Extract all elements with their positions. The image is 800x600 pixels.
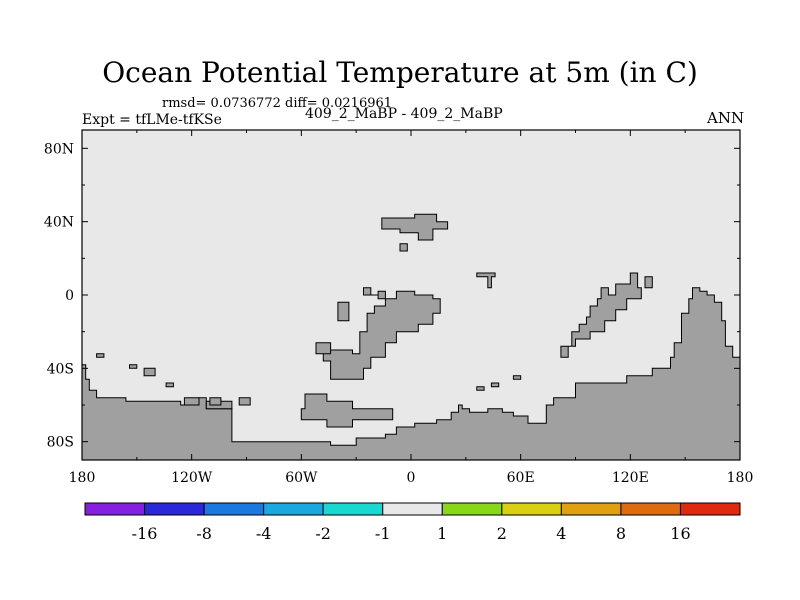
chart-title: Ocean Potential Temperature at 5m (in C) <box>102 56 698 89</box>
x-tick-label: 120E <box>612 470 649 486</box>
y-tick-label: 0 <box>65 288 74 304</box>
land-polygon-4 <box>363 287 386 300</box>
land-polygon-21 <box>512 375 522 380</box>
land-polygon-3 <box>322 290 441 380</box>
y-axis: 80N 40N 0 40S 80S <box>44 141 740 451</box>
land-polygon-17 <box>209 397 222 406</box>
x-tick-label: 180 <box>69 470 96 486</box>
y-tick-label: 40N <box>44 215 74 231</box>
y-tick-label: 80N <box>44 141 74 157</box>
season-label: ANN <box>707 109 745 127</box>
colorbar-label: -16 <box>132 524 158 543</box>
colorbar-label: 4 <box>556 524 566 543</box>
land-polygon-22 <box>644 276 653 289</box>
chart-subtitle: 409_2_MaBP - 409_2_MaBP <box>305 106 503 122</box>
x-tick-label: 60W <box>285 470 318 486</box>
land-polygon-5 <box>337 301 350 322</box>
land-polygon-13 <box>129 364 138 369</box>
land-polygon-20 <box>490 382 500 388</box>
land-polygon-10 <box>560 272 642 358</box>
x-tick-label: 120W <box>171 470 213 486</box>
land-polygon-14 <box>143 367 156 377</box>
land-polygon-0 <box>82 287 740 460</box>
colorbar-label: -4 <box>256 524 272 543</box>
colorbar-box-0 <box>84 502 146 516</box>
land-polygon-9 <box>476 272 496 289</box>
colorbar-box-6 <box>441 502 503 516</box>
land-polygon-12 <box>96 353 105 358</box>
colorbar-box-7 <box>501 502 562 516</box>
colorbar-label: -2 <box>315 524 331 543</box>
y-tick-label: 40S <box>47 361 74 377</box>
colorbar-label: 2 <box>497 524 507 543</box>
land-polygon-15 <box>165 382 174 388</box>
colorbar-box-3 <box>263 502 324 516</box>
colorbar-label: 16 <box>670 524 690 543</box>
colorbar-box-9 <box>620 502 681 516</box>
x-axis: 180 120W 60W 0 60E 120E 180 <box>69 130 754 486</box>
colorbar-box-2 <box>203 502 265 516</box>
colorbar-label: 8 <box>616 524 626 543</box>
colorbar-box-1 <box>144 502 205 516</box>
land-polygon-8 <box>399 243 408 252</box>
experiment-label: Expt = tfLMe-tfKSe <box>82 112 222 128</box>
land-polygon-2 <box>300 393 394 428</box>
y-tick-label: 80S <box>47 435 74 451</box>
x-tick-label: 60E <box>507 470 535 486</box>
land-polygon-16 <box>183 397 200 406</box>
x-tick-label: 180 <box>727 470 754 486</box>
colorbar-box-4 <box>322 502 384 516</box>
colorbar-label: 1 <box>437 524 447 543</box>
colorbar-box-8 <box>560 502 622 516</box>
colorbar-label: -1 <box>375 524 391 543</box>
x-tick-label: 0 <box>407 470 416 486</box>
colorbar-box-10 <box>679 502 741 516</box>
land-polygon-18 <box>238 397 251 406</box>
stats-text: rmsd= 0.0736772 diff= 0.0216961 <box>162 96 393 111</box>
colorbar-label: -8 <box>196 524 212 543</box>
land-polygon-19 <box>476 386 485 391</box>
colorbar-box-5 <box>382 502 443 516</box>
land-polygon-7 <box>381 213 449 241</box>
land-polygon-6 <box>315 342 332 355</box>
land-layer <box>82 213 740 460</box>
